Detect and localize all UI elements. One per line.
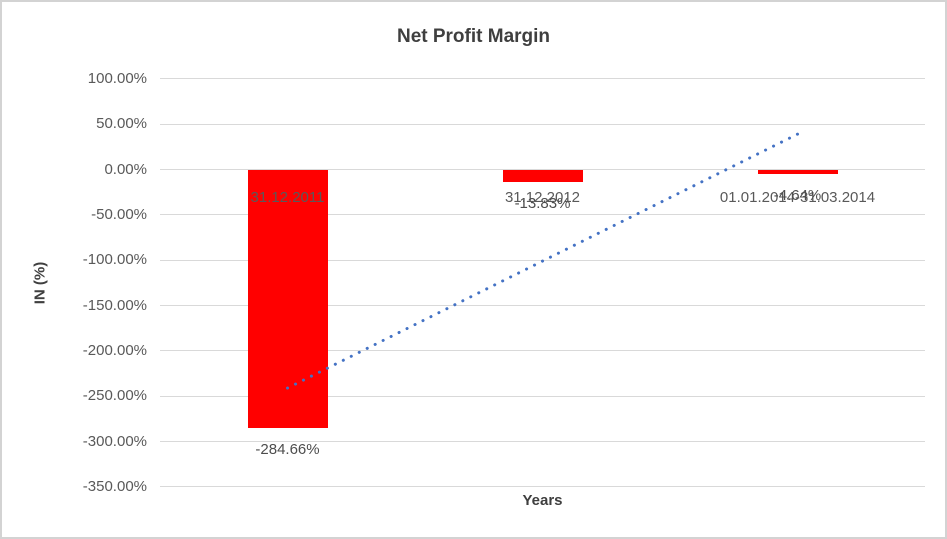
- y-tick-label: 50.00%: [96, 115, 147, 133]
- bar[interactable]: [247, 169, 328, 428]
- data-label: -284.66%: [255, 440, 320, 458]
- y-tick-label: -50.00%: [91, 205, 147, 223]
- gridline: [160, 78, 925, 80]
- gridline: [160, 441, 925, 442]
- x-axis-title: Years: [522, 492, 563, 509]
- gridline: [160, 123, 925, 125]
- bar[interactable]: [502, 169, 583, 183]
- y-tick-label: -350.00%: [82, 477, 147, 495]
- bar[interactable]: [757, 169, 838, 174]
- gridline: [160, 395, 925, 397]
- y-tick-label: 0.00%: [104, 160, 147, 178]
- y-tick-label: 100.00%: [87, 69, 147, 87]
- y-tick-label: -100.00%: [82, 251, 147, 269]
- gridline: [160, 486, 925, 488]
- data-label: -4.64%: [773, 186, 822, 204]
- chart-title: Net Profit Margin: [396, 26, 551, 47]
- y-tick-label: -150.00%: [82, 296, 147, 314]
- y-axis-title: IN (%): [31, 261, 49, 305]
- y-tick-label: -300.00%: [82, 432, 147, 450]
- y-tick-label: -250.00%: [82, 387, 147, 405]
- y-tick-label: -200.00%: [82, 341, 147, 359]
